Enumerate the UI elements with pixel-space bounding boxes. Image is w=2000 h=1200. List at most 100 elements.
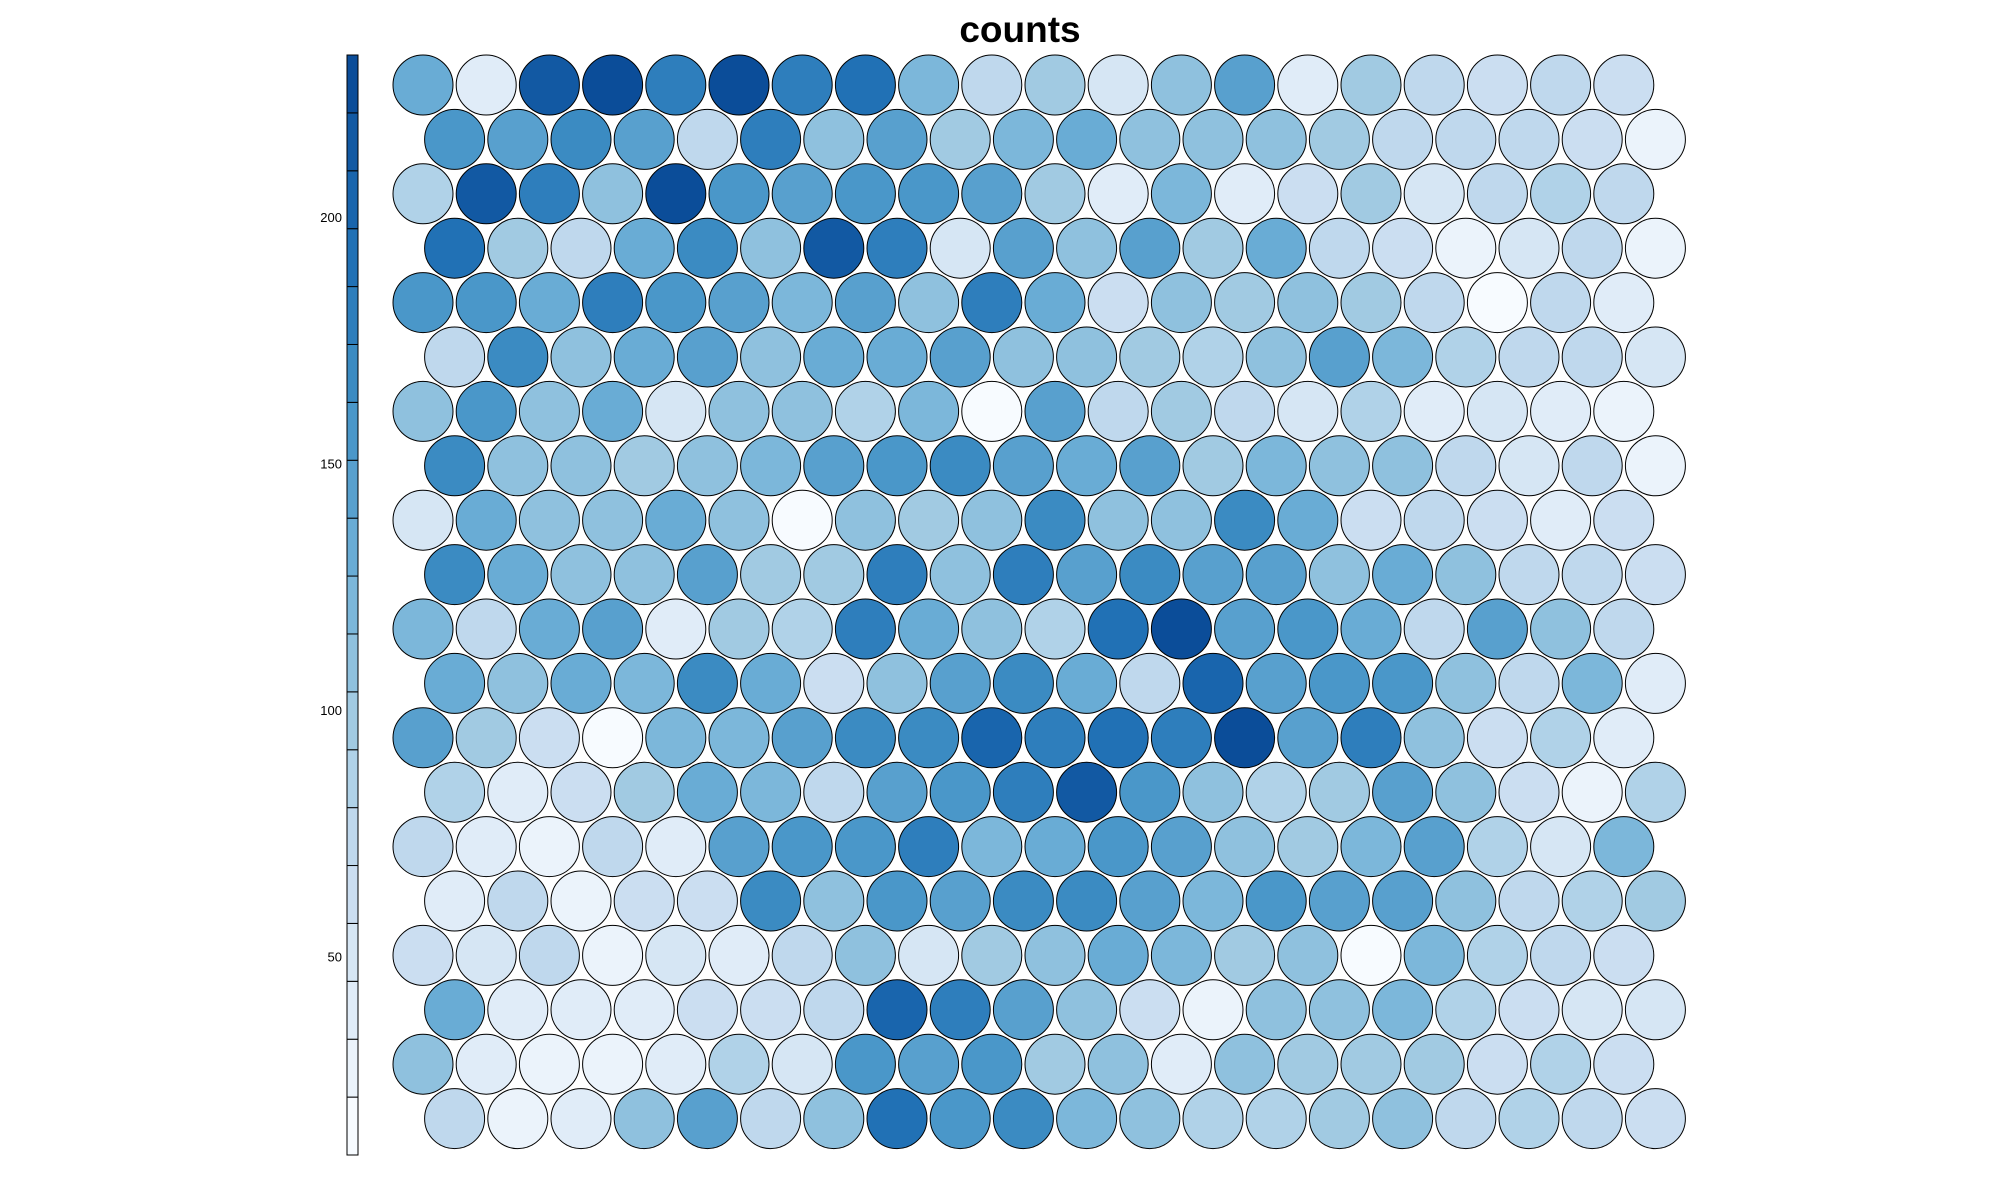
hex-cell — [803, 870, 865, 932]
hex-cell — [1214, 163, 1276, 225]
hex-cell — [1087, 54, 1149, 116]
hex-cell — [424, 217, 486, 279]
hex-cell — [455, 163, 517, 225]
hex-cell — [645, 163, 707, 225]
hex-cell — [1561, 108, 1623, 170]
legend-color-box — [346, 1038, 359, 1098]
hex-cell — [834, 816, 896, 878]
hex-cell — [1624, 217, 1686, 279]
hex-cell — [1593, 380, 1655, 442]
hex-cell — [1277, 598, 1339, 660]
hex-cell — [1403, 1033, 1465, 1095]
hex-cell — [1150, 816, 1212, 878]
hex-cell — [582, 489, 644, 551]
hex-cell — [1119, 870, 1181, 932]
hex-cell — [1372, 1088, 1434, 1150]
hex-cell — [740, 326, 802, 388]
hex-cell — [803, 761, 865, 823]
hex-cell — [582, 272, 644, 334]
hex-cell — [1624, 652, 1686, 714]
hex-cell — [1498, 108, 1560, 170]
legend-color-box — [346, 633, 359, 693]
hex-cell — [929, 979, 991, 1041]
hex-cell — [613, 1088, 675, 1150]
hex-cell — [1466, 54, 1528, 116]
hex-cell — [1435, 435, 1497, 497]
hex-cell — [866, 979, 928, 1041]
hex-cell — [424, 435, 486, 497]
hex-cell — [708, 163, 770, 225]
hex-cell — [645, 598, 707, 660]
hex-cell — [424, 979, 486, 1041]
hex-cell — [898, 816, 960, 878]
hex-cell — [898, 924, 960, 986]
hex-cell — [487, 761, 549, 823]
hex-cell — [1056, 217, 1118, 279]
hex-cell — [1277, 816, 1339, 878]
hex-cell — [1150, 1033, 1212, 1095]
hex-cell — [550, 544, 612, 606]
hex-cell — [1340, 489, 1402, 551]
hex-cell — [1466, 1033, 1528, 1095]
hex-cell — [1593, 598, 1655, 660]
hex-cell — [1056, 435, 1118, 497]
hex-cell — [992, 1088, 1054, 1150]
hex-cell — [1624, 326, 1686, 388]
hex-cell — [518, 54, 580, 116]
hex-cell — [740, 870, 802, 932]
hex-cell — [455, 489, 517, 551]
hex-cell — [392, 1033, 454, 1095]
hex-cell — [1087, 380, 1149, 442]
hex-cell — [1150, 598, 1212, 660]
hex-cell — [961, 598, 1023, 660]
hex-cell — [898, 598, 960, 660]
hex-cell — [1245, 979, 1307, 1041]
hex-cell — [1056, 326, 1118, 388]
hex-cell — [898, 54, 960, 116]
hex-cell — [518, 163, 580, 225]
hex-cell — [740, 979, 802, 1041]
hex-cell — [929, 870, 991, 932]
hex-cell — [645, 816, 707, 878]
hex-cell — [740, 761, 802, 823]
hex-cell — [771, 707, 833, 769]
hex-cell — [1561, 870, 1623, 932]
hex-cell — [1498, 544, 1560, 606]
legend-color-box — [346, 286, 359, 345]
hex-cell — [645, 489, 707, 551]
hex-cell — [708, 598, 770, 660]
hex-cell — [961, 163, 1023, 225]
hex-cell — [550, 761, 612, 823]
hex-cell — [550, 870, 612, 932]
hex-cell — [1245, 108, 1307, 170]
hex-cell — [929, 544, 991, 606]
hex-cell — [1403, 54, 1465, 116]
hex-cell — [1119, 1088, 1181, 1150]
hex-cell — [1372, 326, 1434, 388]
hex-cell — [740, 108, 802, 170]
hex-cell — [1214, 54, 1276, 116]
hex-cell — [1561, 435, 1623, 497]
hex-cell — [455, 816, 517, 878]
hex-cell — [740, 652, 802, 714]
hex-cell — [1150, 707, 1212, 769]
hex-cell — [1403, 380, 1465, 442]
hex-cell — [1624, 108, 1686, 170]
hex-cell — [1561, 544, 1623, 606]
hex-cell — [613, 435, 675, 497]
hex-cell — [1214, 1033, 1276, 1095]
legend-color-box — [346, 517, 359, 577]
hex-cell — [1182, 761, 1244, 823]
hex-cell — [550, 979, 612, 1041]
hex-cell — [1340, 272, 1402, 334]
hex-cell — [1182, 435, 1244, 497]
hex-cell — [455, 598, 517, 660]
hex-cell — [1435, 544, 1497, 606]
hex-cell — [1024, 380, 1086, 442]
hex-cell — [1340, 380, 1402, 442]
hex-cell — [1435, 652, 1497, 714]
hex-cell — [1056, 870, 1118, 932]
hex-cell — [487, 1088, 549, 1150]
hex-cell — [834, 598, 896, 660]
color-legend — [346, 54, 359, 1156]
